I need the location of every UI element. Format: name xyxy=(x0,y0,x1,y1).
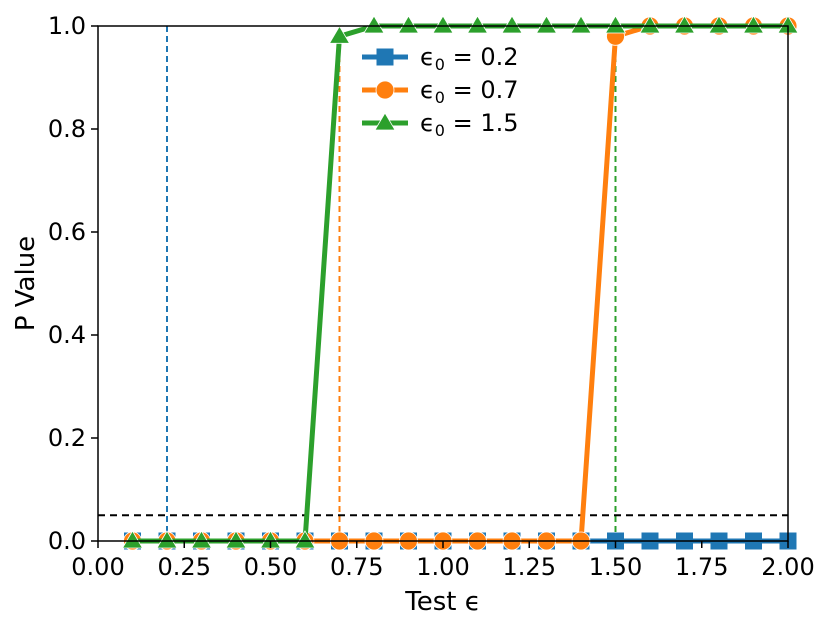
y-tick-label-0: 0.0 xyxy=(48,527,86,555)
legend-item-1: ϵ0 = 0.7 xyxy=(362,76,519,107)
data-point-2-13 xyxy=(570,15,592,34)
legend-value-0: = 0.2 xyxy=(445,43,519,71)
y-tick-label-2: 0.4 xyxy=(48,321,86,349)
x-tick-label-3: 0.75 xyxy=(330,553,383,581)
legend-value-2: = 1.5 xyxy=(445,109,519,137)
data-point-2-2 xyxy=(190,530,213,549)
data-point-2-7 xyxy=(363,15,385,34)
y-tick-label-4: 0.8 xyxy=(48,115,86,143)
y-axis-label: P Value xyxy=(11,236,41,331)
legend-subscript-0: 0 xyxy=(435,55,445,74)
x-tick-label-8: 2.00 xyxy=(761,553,814,581)
data-point-2-11 xyxy=(501,15,523,34)
legend-label-1: ϵ0 = 0.7 xyxy=(420,76,519,107)
legend-label-2: ϵ0 = 1.5 xyxy=(420,109,519,140)
data-point-2-16 xyxy=(673,15,696,34)
data-point-2-18 xyxy=(742,15,765,34)
data-point-2-6 xyxy=(328,25,351,44)
data-point-2-5 xyxy=(294,530,316,549)
legend-value-1: = 0.7 xyxy=(445,76,519,104)
legend-epsilon-2: ϵ xyxy=(420,109,435,137)
data-point-2-1 xyxy=(156,530,178,549)
x-tick-label-2: 0.50 xyxy=(244,553,297,581)
legend-marker-0 xyxy=(376,48,394,66)
x-axis: 0.00 0.25 0.50 0.75 1.00 1.25 1.50 1.75 2.00 xyxy=(71,541,815,581)
data-point-2-10 xyxy=(466,15,489,34)
legend: ϵ0 = 0.2ϵ0 = 0.7ϵ0 = 1.5 xyxy=(362,43,519,140)
data-point-2-9 xyxy=(432,15,454,34)
legend-subscript-2: 0 xyxy=(435,121,445,140)
x-tick-label-1: 0.25 xyxy=(158,553,211,581)
data-point-2-17 xyxy=(708,15,730,34)
y-tick-label-3: 0.6 xyxy=(48,218,86,246)
data-point-2-15 xyxy=(639,15,661,34)
data-point-2-3 xyxy=(225,530,247,549)
x-tick-label-6: 1.50 xyxy=(589,553,642,581)
x-axis-label: Test ϵ xyxy=(404,587,480,617)
legend-marker-2 xyxy=(374,112,396,131)
data-point-2-8 xyxy=(397,15,420,34)
y-tick-label-1: 0.2 xyxy=(48,424,86,452)
data-point-2-14 xyxy=(604,15,627,34)
legend-marker-1 xyxy=(375,80,395,100)
x-tick-label-5: 1.25 xyxy=(503,553,556,581)
legend-subscript-1: 0 xyxy=(435,88,445,107)
y-axis: 0.0 0.2 0.4 0.6 0.8 1.0 xyxy=(48,12,98,555)
legend-epsilon-1: ϵ xyxy=(420,76,435,104)
x-tick-label-0: 0.00 xyxy=(71,553,124,581)
legend-epsilon-0: ϵ xyxy=(420,43,435,71)
y-tick-label-5: 1.0 xyxy=(48,12,86,40)
data-point-2-12 xyxy=(535,15,558,34)
legend-item-0: ϵ0 = 0.2 xyxy=(362,43,519,74)
legend-item-2: ϵ0 = 1.5 xyxy=(362,109,519,140)
x-tick-label-7: 1.75 xyxy=(675,553,728,581)
legend-label-0: ϵ0 = 0.2 xyxy=(420,43,519,74)
x-tick-label-4: 1.00 xyxy=(416,553,469,581)
data-point-2-0 xyxy=(121,530,144,549)
